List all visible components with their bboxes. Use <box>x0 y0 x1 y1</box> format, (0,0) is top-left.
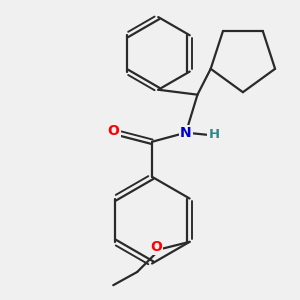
Text: O: O <box>108 124 120 138</box>
Text: O: O <box>150 240 162 254</box>
Text: N: N <box>180 126 192 140</box>
Text: H: H <box>208 128 220 141</box>
